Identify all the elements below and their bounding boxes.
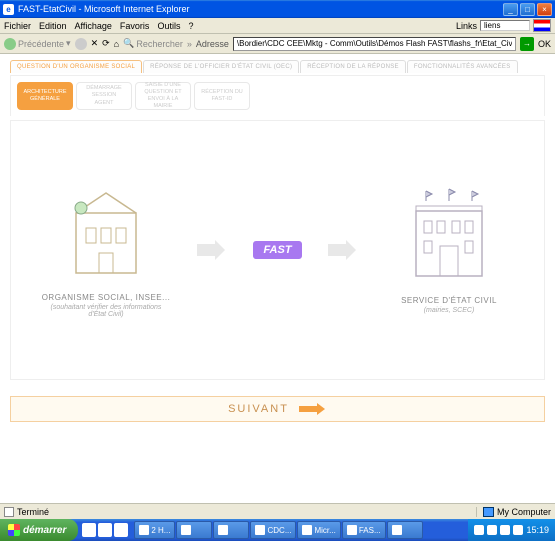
computer-icon bbox=[483, 507, 494, 517]
window-titlebar: e FAST-EtatCivil - Microsoft Internet Ex… bbox=[0, 0, 555, 18]
fast-logo: FAST bbox=[253, 241, 301, 259]
main-tabs: QUESTION D'UN ORGANISME SOCIAL RÉPONSE D… bbox=[10, 60, 545, 73]
task-icon bbox=[139, 525, 149, 535]
maximize-button[interactable]: □ bbox=[520, 3, 535, 16]
task-btn-6[interactable]: FAS... bbox=[342, 521, 386, 539]
sub-tabs: ARCHITECTURE GÉNÉRALE DÉMARRAGE SESSION … bbox=[10, 75, 545, 116]
links-dropdown[interactable]: liens bbox=[480, 20, 530, 31]
tray-icon-1[interactable] bbox=[474, 525, 484, 535]
tray-icon-2[interactable] bbox=[487, 525, 497, 535]
task-btn-7[interactable] bbox=[387, 521, 423, 539]
refresh-icon[interactable]: ✕ bbox=[91, 38, 99, 49]
suivant-button[interactable]: SUIVANT bbox=[10, 396, 545, 422]
menu-outils[interactable]: Outils bbox=[157, 21, 180, 31]
go-button[interactable]: → bbox=[520, 37, 534, 51]
entity-right-title: SERVICE D'ÉTAT CIVIL bbox=[384, 296, 514, 305]
building-left-icon bbox=[61, 183, 151, 283]
zone-label: My Computer bbox=[497, 507, 551, 517]
page-content: QUESTION D'UN ORGANISME SOCIAL RÉPONSE D… bbox=[0, 54, 555, 503]
menubar: Fichier Edition Affichage Favoris Outils… bbox=[0, 18, 555, 34]
subtab-saisie[interactable]: SAISIE D'UNE QUESTION ET ENVOI À LA MAIR… bbox=[135, 82, 191, 110]
ie-icon: e bbox=[3, 4, 14, 15]
links-label: Links bbox=[456, 21, 477, 31]
address-input[interactable] bbox=[233, 37, 516, 51]
minimize-button[interactable]: _ bbox=[503, 3, 518, 16]
page-icon bbox=[4, 507, 14, 517]
ql-icon-2[interactable] bbox=[98, 523, 112, 537]
taskbar: démarrer 2 H... CDC... Micr... FAS... 15… bbox=[0, 519, 555, 541]
task-buttons: 2 H... CDC... Micr... FAS... bbox=[134, 521, 468, 539]
menu-favoris[interactable]: Favoris bbox=[120, 21, 150, 31]
home-icon[interactable]: ⌂ bbox=[114, 39, 119, 49]
forward-icon[interactable] bbox=[75, 38, 87, 50]
subtab-architecture[interactable]: ARCHITECTURE GÉNÉRALE bbox=[17, 82, 73, 110]
tab-reception[interactable]: RÉCEPTION DE LA RÉPONSE bbox=[300, 60, 406, 73]
entity-service: SERVICE D'ÉTAT CIVIL (mairies, SCEC) bbox=[384, 186, 514, 314]
building-right-icon bbox=[404, 186, 494, 286]
start-label: démarrer bbox=[23, 525, 66, 536]
arrow-1-icon bbox=[197, 240, 227, 260]
task-btn-2[interactable] bbox=[176, 521, 212, 539]
clock[interactable]: 15:19 bbox=[526, 525, 549, 535]
back-button[interactable]: Précédente▾ bbox=[4, 38, 71, 50]
ql-icon-3[interactable] bbox=[114, 523, 128, 537]
stop-icon[interactable]: ⟳ bbox=[102, 38, 110, 49]
entity-left-title: ORGANISME SOCIAL, INSEE... bbox=[41, 293, 171, 302]
search-label: Rechercher bbox=[136, 39, 183, 49]
security-zone: My Computer bbox=[476, 507, 551, 517]
tray-icon-4[interactable] bbox=[513, 525, 523, 535]
task-icon bbox=[181, 525, 191, 535]
ql-icon-1[interactable] bbox=[82, 523, 96, 537]
windows-icon bbox=[8, 524, 20, 536]
architecture-diagram: ORGANISME SOCIAL, INSEE... (souhaitant v… bbox=[10, 120, 545, 380]
menu-affichage[interactable]: Affichage bbox=[75, 21, 112, 31]
close-button[interactable]: × bbox=[537, 3, 552, 16]
arrow-2-icon bbox=[328, 240, 358, 260]
system-tray: 15:19 bbox=[468, 519, 555, 541]
menu-help[interactable]: ? bbox=[188, 21, 193, 31]
back-icon bbox=[4, 38, 16, 50]
suivant-label: SUIVANT bbox=[228, 403, 289, 415]
window-title: FAST-EtatCivil - Microsoft Internet Expl… bbox=[18, 4, 503, 14]
back-label: Précédente bbox=[18, 39, 64, 49]
search-button[interactable]: 🔍Rechercher bbox=[123, 38, 183, 49]
task-btn-3[interactable] bbox=[213, 521, 249, 539]
task-icon bbox=[255, 525, 265, 535]
menu-edition[interactable]: Edition bbox=[39, 21, 67, 31]
task-icon bbox=[347, 525, 357, 535]
nav-toolbar: Précédente▾ ✕ ⟳ ⌂ 🔍Rechercher » Adresse … bbox=[0, 34, 555, 54]
tab-reponse[interactable]: RÉPONSE DE L'OFFICIER D'ÉTAT CIVIL (OEC) bbox=[143, 60, 299, 73]
status-text: Terminé bbox=[17, 507, 49, 517]
task-icon bbox=[392, 525, 402, 535]
start-button[interactable]: démarrer bbox=[0, 519, 78, 541]
subtab-demarrage[interactable]: DÉMARRAGE SESSION AGENT bbox=[76, 82, 132, 110]
address-label: Adresse bbox=[196, 39, 229, 49]
task-btn-5[interactable]: Micr... bbox=[297, 521, 340, 539]
task-btn-1[interactable]: 2 H... bbox=[134, 521, 175, 539]
ok-label: OK bbox=[538, 39, 551, 49]
tab-question[interactable]: QUESTION D'UN ORGANISME SOCIAL bbox=[10, 60, 142, 73]
subtab-reception[interactable]: RÉCEPTION DU FAST-ID bbox=[194, 82, 250, 110]
entity-organisme: ORGANISME SOCIAL, INSEE... (souhaitant v… bbox=[41, 183, 171, 318]
tab-fonctions[interactable]: FONCTIONNALITÉS AVANCÉES bbox=[407, 60, 518, 73]
tray-icon-3[interactable] bbox=[500, 525, 510, 535]
menu-fichier[interactable]: Fichier bbox=[4, 21, 31, 31]
quick-launch bbox=[82, 523, 128, 537]
task-btn-4[interactable]: CDC... bbox=[250, 521, 296, 539]
statusbar: Terminé My Computer bbox=[0, 503, 555, 519]
task-icon bbox=[218, 525, 228, 535]
flag-icon bbox=[533, 19, 551, 32]
entity-right-sub: (mairies, SCEC) bbox=[384, 307, 514, 314]
suivant-arrow-icon bbox=[299, 403, 327, 415]
entity-left-sub: (souhaitant vérifier des informations d'… bbox=[41, 304, 171, 318]
task-icon bbox=[302, 525, 312, 535]
